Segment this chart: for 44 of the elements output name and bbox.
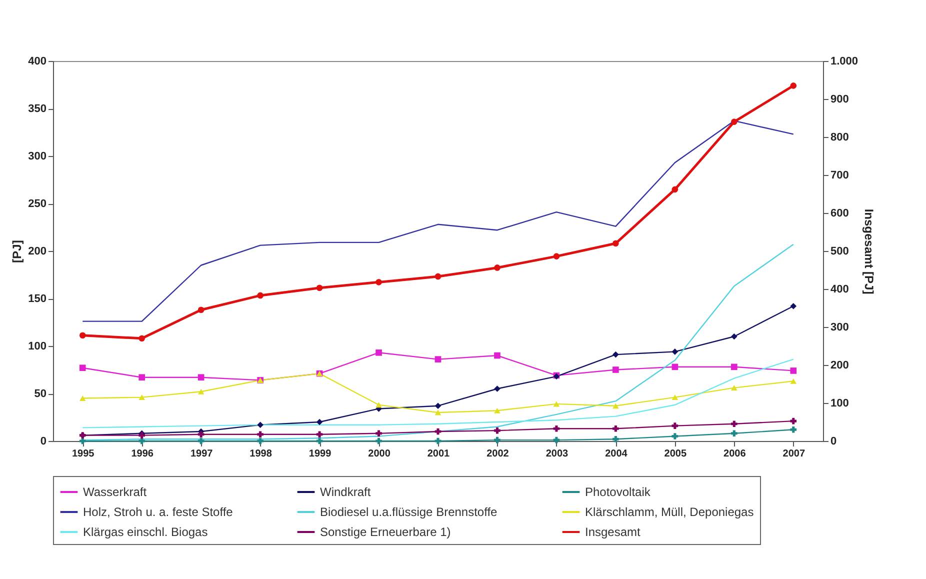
y2-tick-label: 600 [830, 208, 849, 220]
legend-label: Wasserkraft [83, 485, 148, 499]
x-tick-label: 1996 [131, 448, 154, 460]
x-tick-label: 2000 [368, 448, 391, 460]
x-tick-label: 2004 [605, 448, 628, 460]
legend-label: Insgesamt [585, 525, 642, 539]
y2-tick-label: 700 [830, 170, 849, 182]
legend-label: Klärschlamm, Müll, Deponiegas [585, 505, 754, 519]
y-tick-label: 400 [28, 56, 46, 68]
y2-tick-label: 500 [830, 246, 849, 258]
y-tick-label: 300 [28, 150, 46, 162]
x-tick-label: 2001 [427, 448, 450, 460]
y-tick-label: 0 [40, 436, 46, 448]
legend-label: Sonstige Erneuerbare 1) [320, 525, 451, 539]
y2-tick-label: 200 [830, 360, 849, 372]
y-tick-label: 150 [28, 293, 46, 305]
y2-tick-label: 0 [830, 436, 837, 448]
x-tick-label: 1999 [308, 448, 332, 460]
x-tick-label: 1998 [250, 448, 272, 460]
legend-label: Windkraft [320, 485, 372, 499]
x-tick-label: 1995 [72, 448, 95, 460]
x-tick-label: 2006 [724, 448, 746, 460]
y2-tick-label: 1.000 [830, 56, 858, 68]
y2-tick-label: 400 [830, 284, 849, 296]
y2-tick-label: 100 [830, 398, 849, 410]
y-tick-label: 100 [28, 340, 46, 352]
x-tick-label: 2007 [782, 448, 806, 460]
y2-tick-label: 900 [830, 94, 849, 106]
y-tick-label: 50 [34, 388, 46, 400]
y-axis-title: [PJ] [10, 240, 24, 263]
legend-label: Photovoltaik [585, 485, 652, 499]
x-tick-label: 2003 [546, 448, 569, 460]
y2-axis-title: Insgesamt [PJ] [862, 208, 876, 294]
y-tick-label: 200 [28, 246, 46, 258]
x-tick-label: 2005 [664, 448, 687, 460]
y-tick-label: 350 [28, 103, 46, 115]
legend-label: Holz, Stroh u. a. feste Stoffe [83, 505, 234, 519]
y2-tick-label: 300 [830, 322, 849, 334]
legend-label: Biodiesel u.a.flüssige Brennstoffe [320, 505, 498, 519]
y2-tick-label: 800 [830, 132, 849, 144]
legend-label: Klärgas einschl. Biogas [83, 525, 208, 539]
y-tick-label: 250 [28, 198, 46, 210]
x-tick-label: 1997 [190, 448, 214, 460]
x-tick-label: 2002 [486, 448, 510, 460]
